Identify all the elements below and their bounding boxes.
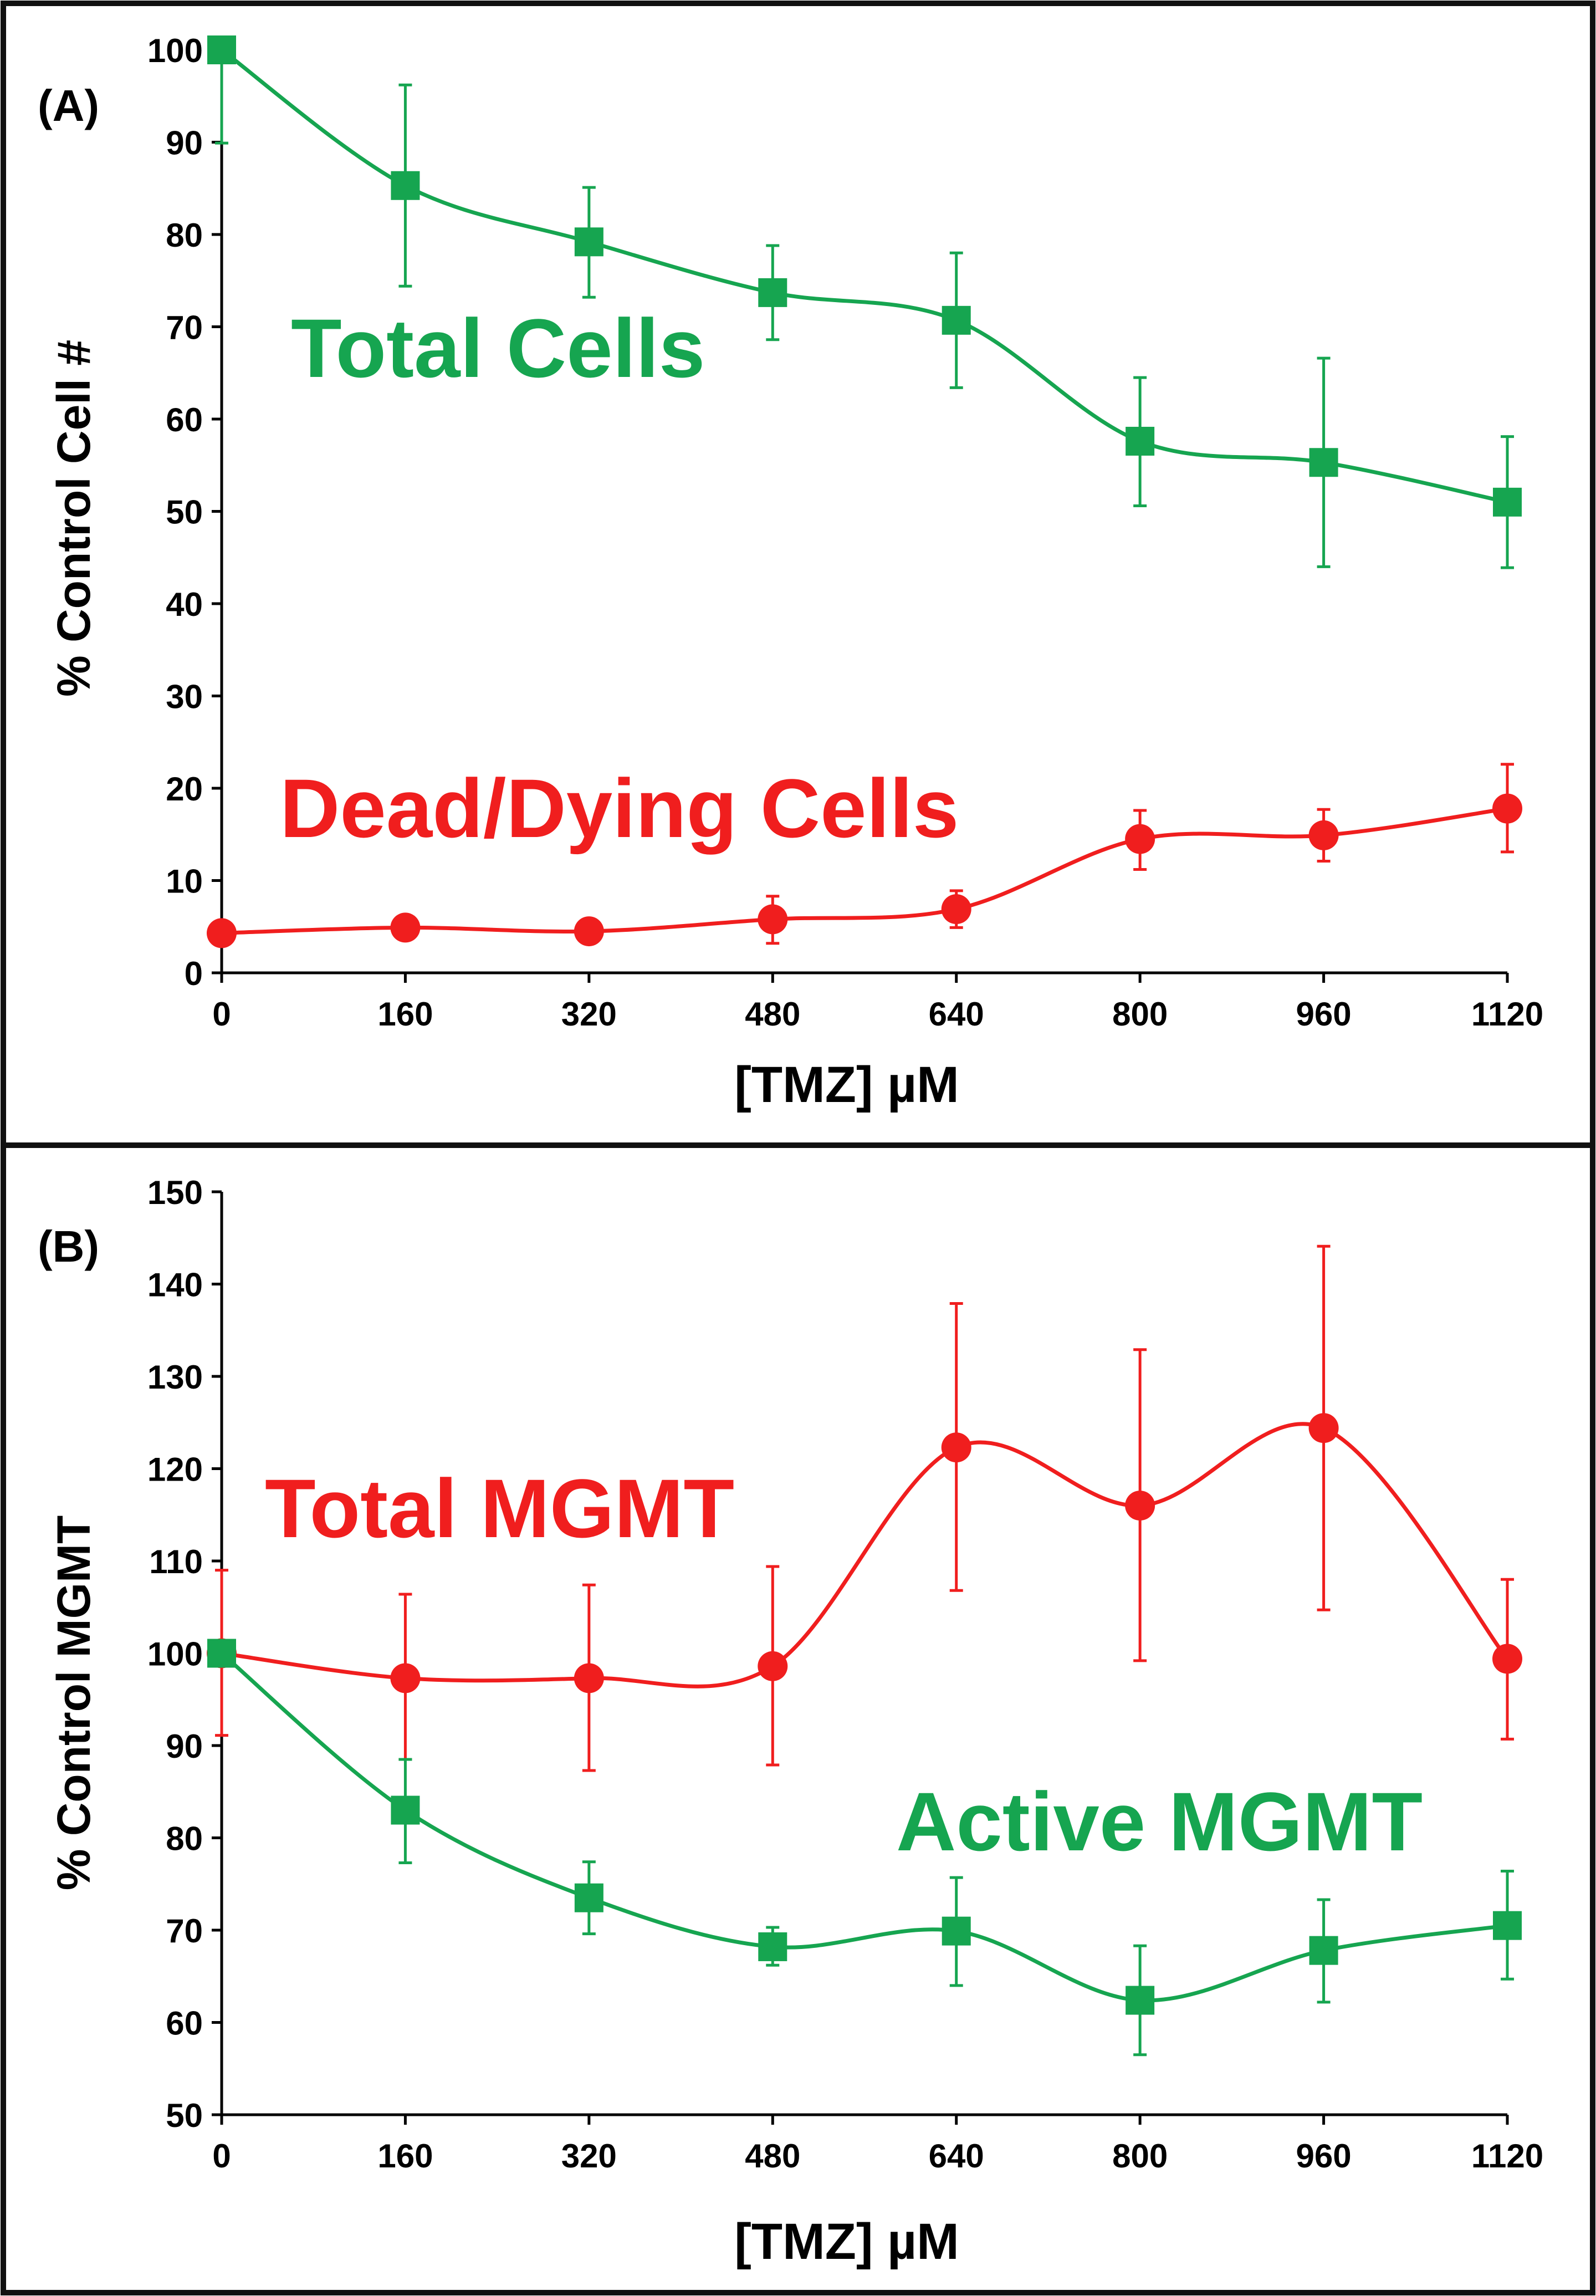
data-point-total-cells — [1126, 426, 1155, 456]
x-tick-label: 960 — [1296, 996, 1352, 1033]
data-point-total-mgmt — [1125, 1491, 1155, 1521]
data-point-total-cells — [942, 305, 971, 335]
y-tick-label: 100 — [147, 1636, 203, 1673]
y-tick-label: 0 — [185, 955, 203, 992]
x-tick-label: 0 — [212, 996, 231, 1033]
panel-b-label: (B) — [38, 1222, 99, 1271]
data-point-total-cells — [758, 278, 787, 307]
x-tick-label: 0 — [212, 2137, 231, 2175]
y-tick-label: 150 — [147, 1174, 203, 1211]
x-tick-label: 480 — [745, 996, 800, 1033]
y-tick-label: 60 — [166, 401, 203, 438]
data-point-total-mgmt — [1308, 1413, 1339, 1443]
data-point-dead-dying-cells — [1308, 820, 1339, 850]
x-tick-label: 960 — [1296, 2137, 1352, 2175]
data-point-total-cells — [1309, 448, 1338, 477]
x-tick-label: 640 — [929, 996, 984, 1033]
data-point-dead-dying-cells — [574, 916, 604, 947]
y-tick-label: 120 — [147, 1451, 203, 1488]
y-tick-label: 80 — [166, 1820, 203, 1858]
series-label-dead-dying-cells: Dead/Dying Cells — [280, 762, 959, 855]
data-point-total-cells — [391, 171, 420, 200]
data-point-dead-dying-cells — [1492, 793, 1522, 824]
panel-b-axes: 50 60 70 80 90 100 110 120 130 140 150 0 160 320 480 64… — [147, 1174, 1543, 2175]
panel-a: 0 10 20 30 40 50 60 70 80 90 100 0 160 320 480 640 800 96… — [38, 32, 1543, 1113]
data-point-total-mgmt — [1492, 1644, 1522, 1674]
panel-a-label: (A) — [38, 81, 99, 130]
y-tick-label: 10 — [166, 863, 203, 900]
panel-a-data — [207, 35, 1522, 948]
y-tick-label: 70 — [166, 1912, 203, 1950]
x-tick-label: 320 — [561, 2137, 617, 2175]
data-point-active-mgmt — [391, 1795, 420, 1825]
panel-a-xlabel: [TMZ] µM — [734, 1057, 959, 1113]
y-tick-label: 130 — [147, 1359, 203, 1396]
data-point-active-mgmt — [1493, 1911, 1522, 1940]
data-point-total-cells — [207, 35, 236, 64]
y-tick-label: 20 — [166, 771, 203, 808]
data-point-total-mgmt — [941, 1432, 971, 1463]
y-tick-label: 90 — [166, 125, 203, 162]
data-point-active-mgmt — [758, 1932, 787, 1961]
panel-b-data — [207, 1244, 1522, 2057]
x-tick-label: 160 — [377, 2137, 433, 2175]
data-point-active-mgmt — [1126, 1986, 1155, 2015]
y-tick-label: 50 — [166, 494, 203, 531]
panel-b-ylabel: % Control MGMT — [48, 1516, 100, 1891]
x-tick-label: 800 — [1112, 996, 1168, 1033]
series-line-total-cells — [220, 48, 1508, 504]
data-point-active-mgmt — [942, 1916, 971, 1946]
data-point-dead-dying-cells — [390, 912, 421, 943]
y-tick-label: 50 — [166, 2097, 203, 2134]
y-tick-label: 100 — [147, 32, 203, 69]
y-tick-label: 140 — [147, 1267, 203, 1304]
x-tick-label: 480 — [745, 2137, 800, 2175]
series-line-dead-dying-cells — [221, 807, 1508, 935]
y-tick-label: 40 — [166, 586, 203, 623]
x-tick-label: 800 — [1112, 2137, 1168, 2175]
data-point-total-mgmt — [574, 1663, 604, 1693]
series-label-total-mgmt: Total MGMT — [265, 1462, 734, 1555]
data-point-total-cells — [574, 227, 603, 257]
data-point-dead-dying-cells — [941, 894, 971, 925]
data-point-total-cells — [1493, 487, 1522, 517]
y-tick-label: 110 — [149, 1543, 203, 1580]
data-point-dead-dying-cells — [207, 918, 237, 948]
panel-b: 50 60 70 80 90 100 110 120 130 140 150 0 160 320 480 64… — [38, 1174, 1543, 2270]
y-tick-label: 80 — [166, 217, 203, 254]
panel-b-frame — [1, 1142, 1595, 2295]
data-point-dead-dying-cells — [1125, 824, 1155, 854]
series-label-total-cells: Total Cells — [291, 302, 705, 395]
x-tick-label: 320 — [561, 996, 617, 1033]
y-tick-label: 30 — [166, 678, 203, 716]
data-point-total-mgmt — [758, 1651, 788, 1681]
panel-a-ylabel: % Control Cell # — [48, 340, 100, 697]
panel-a-axes: 0 10 20 30 40 50 60 70 80 90 100 0 160 320 480 640 800 96… — [147, 32, 1543, 1033]
data-point-active-mgmt — [1309, 1936, 1338, 1965]
data-point-active-mgmt — [574, 1883, 603, 1912]
y-tick-label: 90 — [166, 1728, 203, 1765]
x-tick-label: 1120 — [1471, 2137, 1543, 2175]
y-tick-label: 60 — [166, 2005, 203, 2042]
data-point-dead-dying-cells — [758, 904, 788, 935]
data-point-active-mgmt — [207, 1639, 236, 1668]
data-point-total-mgmt — [390, 1663, 421, 1693]
x-tick-label: 1120 — [1471, 996, 1543, 1033]
series-label-active-mgmt: Active MGMT — [896, 1775, 1423, 1868]
panel-b-xlabel: [TMZ] µM — [734, 2213, 959, 2270]
y-tick-label: 70 — [166, 309, 203, 346]
x-tick-label: 640 — [929, 2137, 984, 2175]
x-tick-label: 160 — [377, 996, 433, 1033]
